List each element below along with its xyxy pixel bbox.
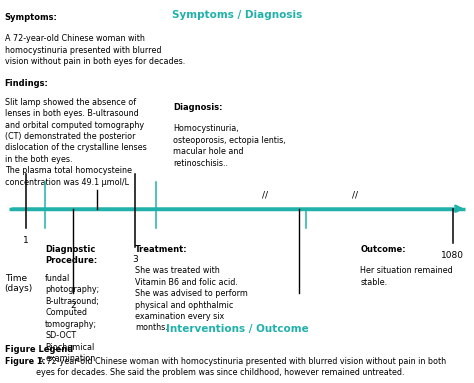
Text: 1: 1 — [23, 236, 29, 244]
Text: Time
(days): Time (days) — [5, 274, 33, 293]
Text: Symptoms / Diagnosis: Symptoms / Diagnosis — [172, 10, 302, 20]
Text: 1080: 1080 — [441, 251, 464, 260]
Text: Symptoms:: Symptoms: — [5, 13, 58, 22]
Text: fundal
photography;
B-ultrasound;
Computed
tomography;
SD-OCT
Biochemical
examin: fundal photography; B-ultrasound; Comput… — [45, 274, 99, 363]
Text: Findings:: Findings: — [5, 79, 49, 87]
Text: 2: 2 — [71, 301, 76, 309]
Text: Slit lamp showed the absence of
lenses in both eyes. B-ultrasound
and orbital co: Slit lamp showed the absence of lenses i… — [5, 98, 146, 187]
Text: Figure 1:: Figure 1: — [5, 357, 46, 366]
Text: A 72-year-old Chinese woman with
homocystinuria presented with blurred
vision wi: A 72-year-old Chinese woman with homocys… — [5, 34, 185, 66]
Text: Diagnosis:: Diagnosis: — [173, 103, 222, 112]
Text: Diagnostic
Procedure:: Diagnostic Procedure: — [45, 245, 97, 265]
Text: Outcome:: Outcome: — [360, 245, 406, 254]
Text: She was treated with
Vitamin B6 and folic acid.
She was advised to perform
physi: She was treated with Vitamin B6 and foli… — [135, 266, 248, 332]
Text: Treatment:: Treatment: — [135, 245, 188, 254]
Text: A 72-year-old Chinese woman with homocystinuria presented with blurred vision wi: A 72-year-old Chinese woman with homocys… — [36, 357, 446, 377]
Text: //: // — [353, 190, 358, 199]
Text: Homocystinuria,
osteoporosis, ectopia lentis,
macular hole and
retinoschisis..: Homocystinuria, osteoporosis, ectopia le… — [173, 124, 286, 168]
Text: Figure Legend: Figure Legend — [5, 345, 73, 354]
Text: 3: 3 — [132, 255, 138, 264]
Text: Her situation remained
stable.: Her situation remained stable. — [360, 266, 453, 286]
Text: //: // — [263, 190, 268, 199]
Text: Interventions / Outcome: Interventions / Outcome — [165, 324, 309, 334]
